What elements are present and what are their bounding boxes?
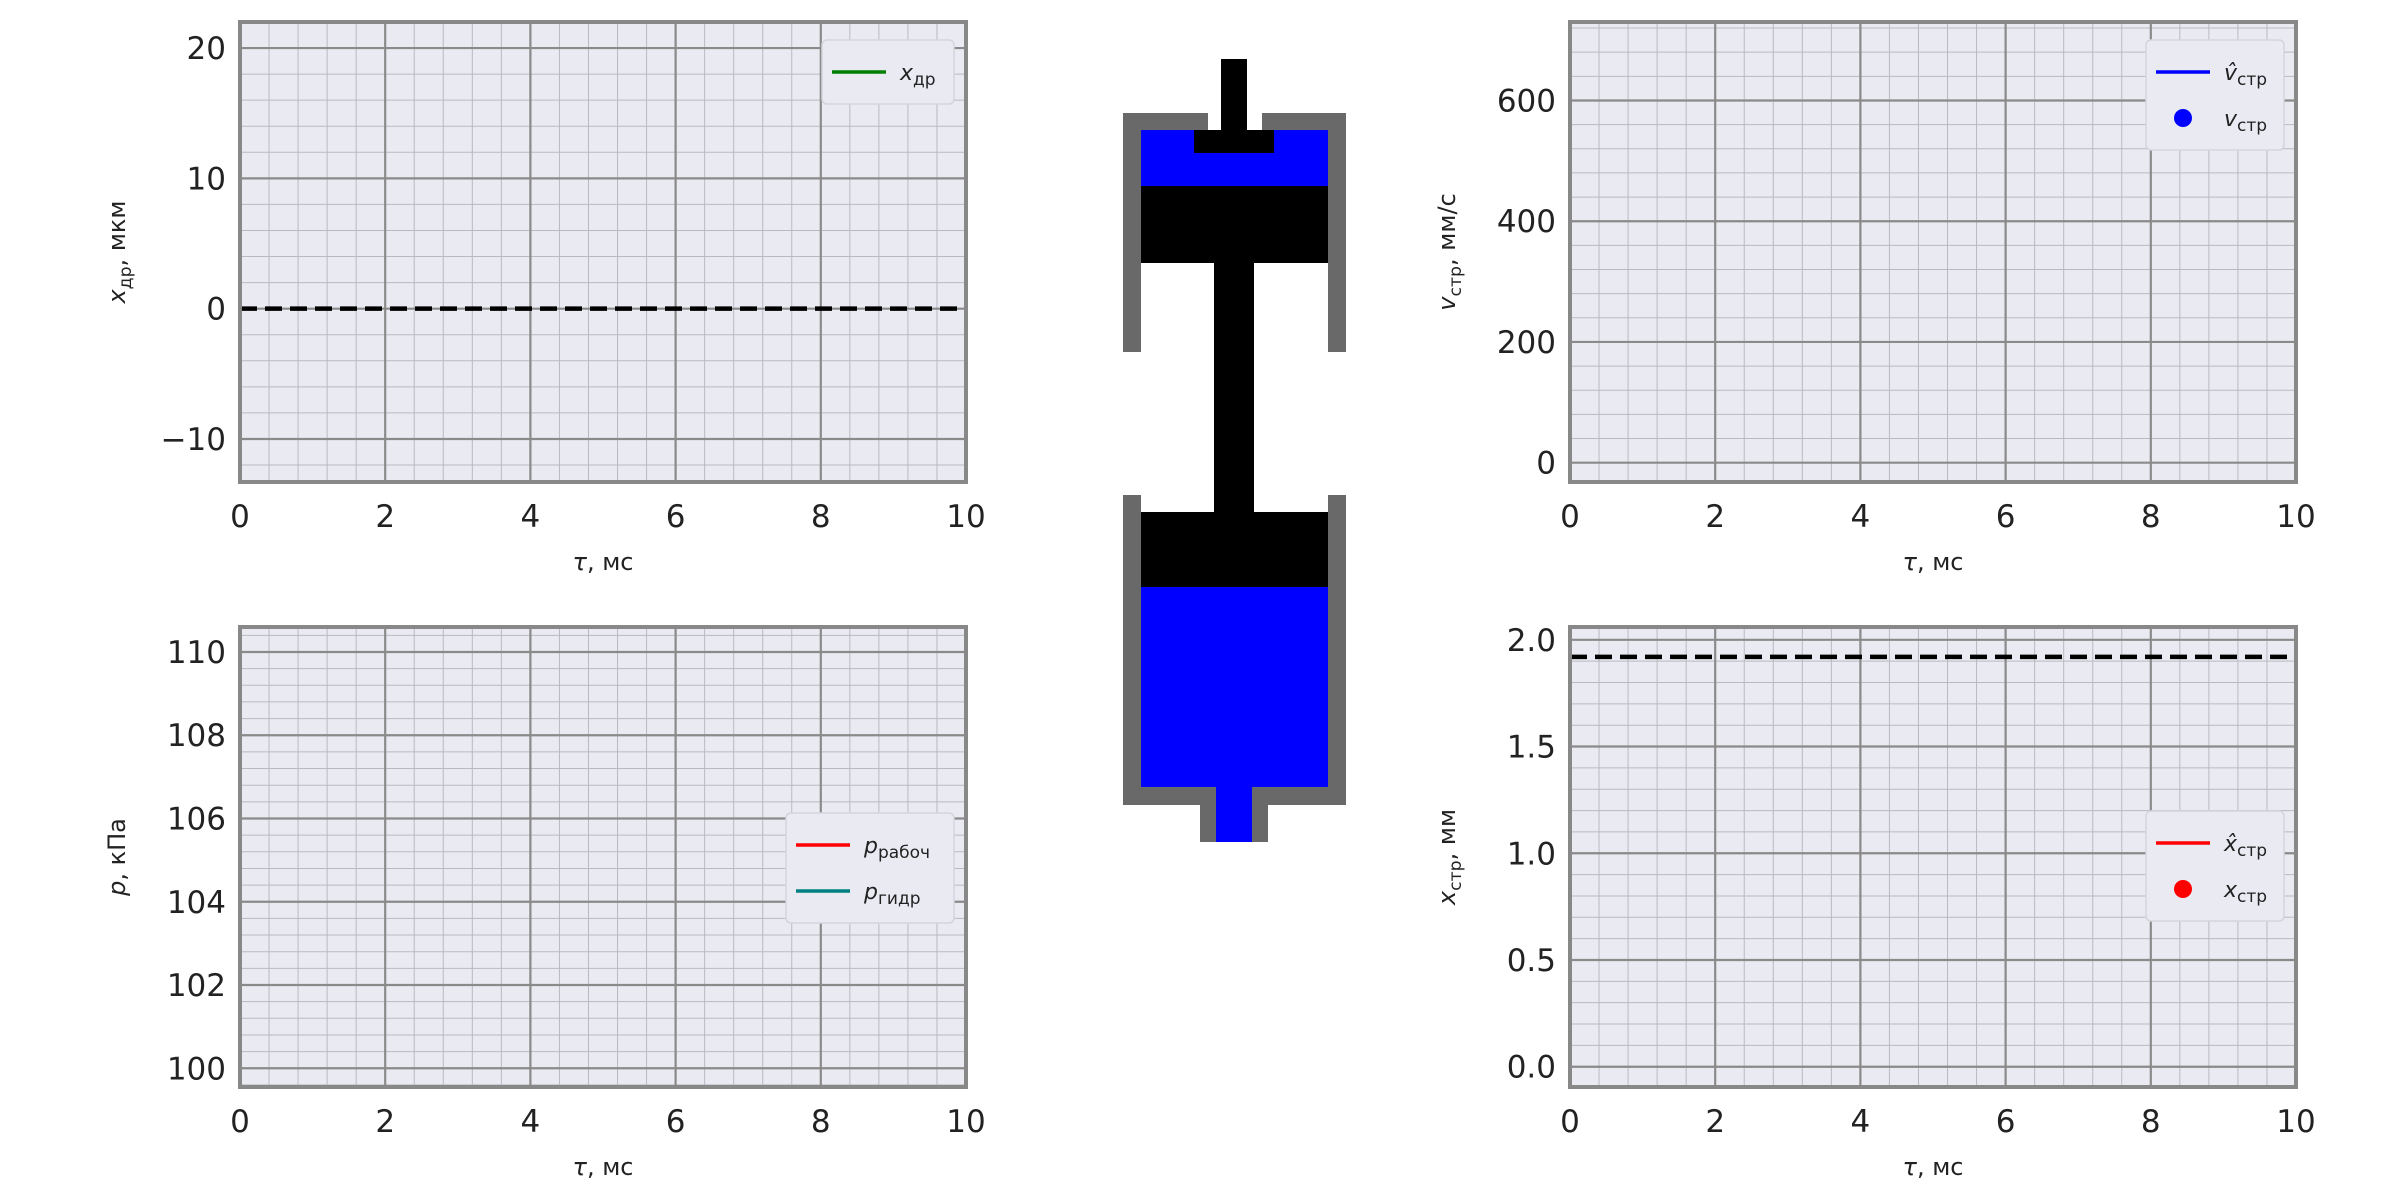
legend-frame	[785, 812, 955, 924]
y-tick-label: −10	[161, 422, 226, 458]
y-tick-label: 20	[187, 31, 226, 67]
x-tick-label: 0	[1560, 1104, 1580, 1140]
x-tick-label: 8	[811, 1104, 831, 1140]
x-tick-label: 0	[1560, 499, 1580, 535]
legend-marker-swatch	[2174, 880, 2192, 898]
legend-frame	[821, 39, 955, 105]
x-tick-label: 10	[946, 1104, 985, 1140]
plot-frame	[238, 20, 968, 484]
x-tick-label: 2	[375, 499, 395, 535]
y-tick-label: 0	[206, 292, 226, 328]
x-tick-label: 8	[811, 499, 831, 535]
y-axis-label: xдр, мкм	[103, 200, 136, 304]
x-axis-label: τ, мс	[572, 548, 633, 576]
y-tick-label: 110	[167, 635, 226, 671]
legend-entry: vстр	[2224, 107, 2267, 136]
upper-housing-right	[1262, 113, 1346, 352]
x-tick-label: 4	[1851, 1104, 1871, 1140]
x-tick-label: 2	[375, 1104, 395, 1140]
y-tick-label: 1.0	[1507, 836, 1556, 872]
plot-frame	[1568, 20, 2298, 484]
y-axis-label: vстр, мм/с	[1433, 193, 1466, 310]
x-tick-label: 2	[1705, 1104, 1725, 1140]
legend-entry: xдр	[899, 61, 936, 90]
x-tick-label: 4	[521, 1104, 541, 1140]
y-tick-label: 104	[167, 885, 226, 921]
legend: x̂стр xстр	[2145, 810, 2285, 922]
y-tick-label: 0	[1536, 446, 1556, 482]
legend: pрабоч pгидр	[785, 812, 955, 924]
x-tick-label: 8	[2141, 1104, 2161, 1140]
chart-bottom-left: 0 2 4 6 8 10 100 102 104 106 108 110 τ, мс p, кПа pраб…	[103, 625, 986, 1181]
y-tick-label: 400	[1497, 204, 1556, 240]
y-tick-label: 2.0	[1507, 623, 1556, 659]
x-tick-label: 6	[1996, 499, 2016, 535]
legend-entry: v̂стр	[2224, 61, 2267, 90]
plot-frame	[238, 625, 968, 1089]
y-axis-label: p, кПа	[103, 818, 131, 897]
legend-marker-swatch	[2174, 109, 2192, 127]
legend-entry: pрабоч	[863, 834, 930, 863]
x-axis-label: τ, мс	[572, 1153, 633, 1181]
y-tick-label: 0.0	[1507, 1050, 1556, 1086]
x-tick-label: 10	[2276, 499, 2315, 535]
x-axis-label: τ, мс	[1902, 548, 1963, 576]
x-tick-label: 10	[2276, 1104, 2315, 1140]
x-tick-label: 10	[946, 499, 985, 535]
x-tick-label: 8	[2141, 499, 2161, 535]
chart-bottom-right: 0 2 4 6 8 10 0.0 0.5 1.0 1.5 2.0 τ, мс xстр, мм x̂стр…	[1433, 623, 2316, 1181]
x-tick-label: 4	[521, 499, 541, 535]
chart-top-left: 0 2 4 6 8 10 −10 0 10 20 τ, мс xдр, мкм xдр	[103, 20, 986, 576]
y-tick-label: 0.5	[1507, 943, 1556, 979]
x-tick-label: 2	[1705, 499, 1725, 535]
upper-housing	[1123, 113, 1208, 352]
lower-fluid	[1141, 587, 1328, 787]
x-tick-label: 6	[1996, 1104, 2016, 1140]
y-tick-label: 102	[167, 968, 226, 1004]
y-tick-label: 200	[1497, 325, 1556, 361]
connecting-rod	[1214, 260, 1254, 515]
x-tick-label: 6	[666, 499, 686, 535]
legend-entry: x̂стр	[2223, 832, 2267, 861]
y-tick-label: 108	[167, 718, 226, 754]
upper-rod	[1221, 59, 1247, 139]
upper-piston	[1141, 186, 1328, 263]
legend: v̂стр vстр	[2145, 39, 2285, 151]
y-axis-label: xстр, мм	[1433, 809, 1466, 906]
lower-piston	[1141, 512, 1328, 588]
y-tick-label: 1.5	[1507, 730, 1556, 766]
x-tick-label: 0	[230, 499, 250, 535]
y-tick-label: 600	[1497, 83, 1556, 119]
y-tick-label: 106	[167, 801, 226, 837]
upper-rod-cap	[1194, 130, 1274, 153]
legend-entry: xстр	[2223, 878, 2267, 907]
legend-entry: pгидр	[863, 880, 921, 909]
inlet-port-fluid	[1216, 787, 1252, 842]
x-tick-label: 0	[230, 1104, 250, 1140]
y-tick-label: 10	[187, 161, 226, 197]
legend: xдр	[821, 39, 955, 105]
y-tick-label: 100	[167, 1051, 226, 1087]
x-axis-label: τ, мс	[1902, 1153, 1963, 1181]
chart-top-right: 0 2 4 6 8 10 0 200 400 600 τ, мс vстр, мм/с v̂стр vст…	[1433, 20, 2316, 576]
plot-frame	[1568, 625, 2298, 1089]
x-tick-label: 4	[1851, 499, 1871, 535]
x-tick-label: 6	[666, 1104, 686, 1140]
hydraulic-cylinder-diagram	[1123, 59, 1346, 842]
